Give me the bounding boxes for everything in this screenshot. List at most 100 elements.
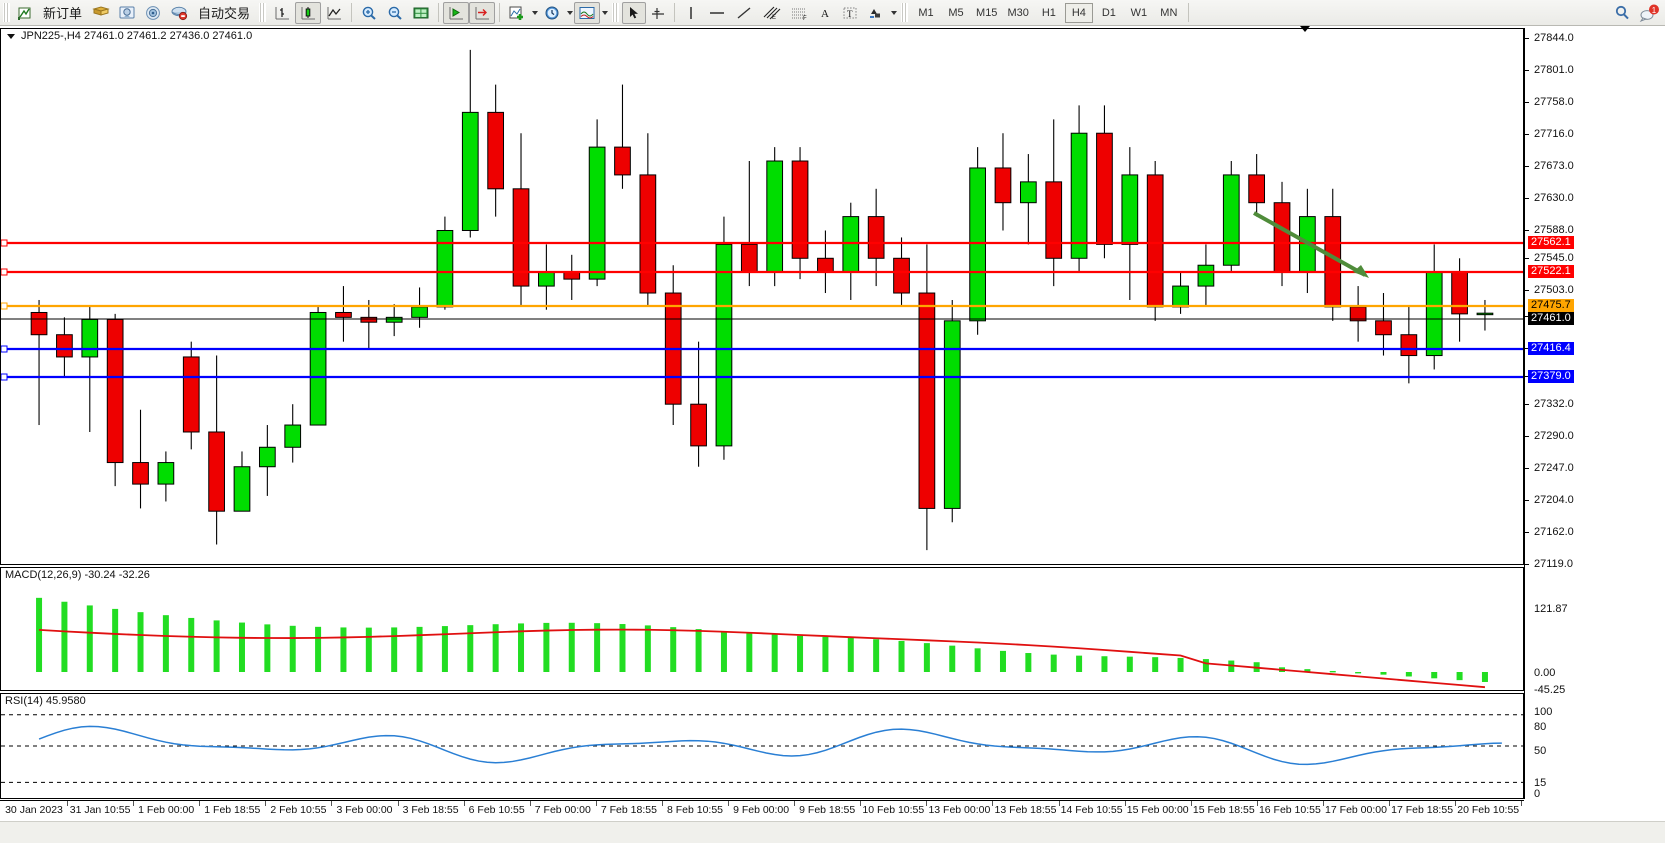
candle-body[interactable]: [1070, 132, 1088, 259]
candle-body[interactable]: [1248, 174, 1266, 204]
candle-body[interactable]: [1375, 320, 1392, 336]
autotrade-button[interactable]: 自动交易: [198, 6, 251, 21]
candle-body[interactable]: [664, 292, 682, 405]
candle-body[interactable]: [1045, 181, 1063, 259]
candle-body[interactable]: [614, 146, 631, 176]
timeframe-d1[interactable]: D1: [1101, 6, 1116, 19]
candle-body[interactable]: [1400, 334, 1418, 357]
candle-body[interactable]: [1425, 271, 1443, 357]
candle-body[interactable]: [182, 356, 200, 433]
price-level-chip-resistance-lower[interactable]: 27522.1: [1528, 265, 1574, 278]
autotrade-icon[interactable]: [166, 2, 192, 24]
candle-body[interactable]: [893, 257, 910, 294]
shift-start-icon[interactable]: [443, 1, 470, 24]
period-icon[interactable]: [539, 2, 565, 24]
toolbar-grip-3[interactable]: [612, 3, 620, 22]
price-level-chip-pivot-line[interactable]: 27475.7: [1528, 299, 1574, 312]
candle-body[interactable]: [461, 111, 479, 231]
candle-body[interactable]: [842, 216, 860, 273]
candle-body[interactable]: [385, 316, 403, 323]
price-pane[interactable]: JPN225-,H4 27461.0 27461.2 27436.0 27461…: [0, 28, 1524, 565]
candle-body[interactable]: [969, 167, 986, 322]
price-level-chip-resistance-upper[interactable]: 27562.1: [1528, 236, 1574, 249]
line-chart-icon[interactable]: [321, 2, 347, 24]
candle-body[interactable]: [1273, 202, 1291, 273]
candle-body[interactable]: [1096, 132, 1113, 245]
candle-body[interactable]: [791, 160, 809, 259]
candle-body[interactable]: [1172, 285, 1189, 308]
tile-windows-icon[interactable]: [408, 2, 434, 24]
price-axis[interactable]: 27844.0 27801.0 27758.0 27716.0 27673.0 27630…: [1524, 28, 1665, 800]
time-axis[interactable]: 30 Jan 2023 31 Jan 10:55 1 Feb 00:00 1 Feb …: [0, 800, 1524, 820]
candle-body[interactable]: [766, 160, 784, 273]
timeframe-m1[interactable]: M1: [918, 6, 934, 19]
equidistant-channel-icon[interactable]: E: [757, 2, 785, 24]
candle-body[interactable]: [1476, 312, 1494, 316]
candlestick-chart-icon[interactable]: [295, 1, 322, 24]
candle-body[interactable]: [132, 462, 149, 485]
candle-body[interactable]: [335, 311, 352, 318]
timeframe-m5[interactable]: M5: [948, 6, 964, 19]
new-order-icon[interactable]: [13, 2, 37, 24]
candle-body[interactable]: [411, 306, 428, 318]
signals-icon[interactable]: [140, 2, 166, 24]
candle-body[interactable]: [1146, 174, 1164, 308]
shift-end-icon[interactable]: [469, 1, 496, 24]
candle-body[interactable]: [1121, 174, 1139, 245]
toolbar-grip[interactable]: [3, 3, 10, 22]
search-icon[interactable]: [1609, 2, 1635, 24]
vline-icon[interactable]: [679, 2, 703, 24]
timeframe-w1[interactable]: W1: [1130, 6, 1148, 19]
candle-body[interactable]: [30, 311, 48, 336]
candle-body[interactable]: [563, 271, 581, 280]
candle-body[interactable]: [360, 316, 378, 323]
candle-body[interactable]: [1324, 216, 1342, 308]
period-dropdown-caret-icon[interactable]: [565, 10, 574, 15]
hline-icon[interactable]: [703, 2, 731, 24]
new-order-button[interactable]: 新订单: [43, 6, 83, 21]
candle-body[interactable]: [81, 318, 99, 358]
candle-body[interactable]: [867, 216, 885, 259]
fibonacci-icon[interactable]: F: [785, 2, 813, 24]
chart-scroll-marker-icon[interactable]: [1300, 26, 1310, 32]
chart-collapse-caret-icon[interactable]: [7, 34, 15, 39]
candle-body[interactable]: [943, 320, 961, 509]
candle-body[interactable]: [538, 271, 555, 287]
candle-body[interactable]: [715, 243, 733, 447]
bar-chart-icon[interactable]: [269, 2, 295, 24]
candle-body[interactable]: [918, 292, 936, 509]
toolbar-grip-4[interactable]: [901, 3, 909, 22]
candle-body[interactable]: [284, 424, 302, 448]
horizontal-scrollbar[interactable]: [0, 821, 1665, 843]
book-icon[interactable]: [88, 2, 114, 24]
candle-body[interactable]: [56, 334, 73, 358]
timeframe-mn[interactable]: MN: [1160, 6, 1178, 19]
candle-body[interactable]: [258, 446, 276, 468]
candle-body[interactable]: [1349, 306, 1367, 322]
rsi-pane[interactable]: RSI(14) 45.9580: [0, 693, 1524, 799]
candle-body[interactable]: [233, 466, 251, 512]
shapes-icon[interactable]: [863, 2, 889, 24]
templates-icon[interactable]: [574, 1, 601, 24]
text-icon[interactable]: A: [813, 2, 837, 24]
candle-body[interactable]: [1197, 264, 1215, 287]
candle-body[interactable]: [512, 188, 530, 287]
templates-dropdown-caret-icon[interactable]: [600, 10, 609, 15]
trendline-icon[interactable]: [731, 2, 757, 24]
timeframe-m15[interactable]: M15: [976, 6, 998, 19]
expert-advisor-icon[interactable]: [114, 2, 140, 24]
cursor-icon[interactable]: [622, 1, 647, 24]
candle-body[interactable]: [588, 146, 606, 280]
candle-body[interactable]: [994, 167, 1012, 204]
candle-body[interactable]: [157, 462, 175, 485]
candle-body[interactable]: [690, 403, 707, 447]
timeframe-h4[interactable]: H4: [1064, 2, 1093, 23]
candle-body[interactable]: [309, 311, 327, 426]
candle-body[interactable]: [436, 229, 454, 308]
candle-body[interactable]: [817, 257, 834, 273]
candle-body[interactable]: [740, 243, 758, 273]
candle-body[interactable]: [106, 318, 124, 464]
timeframe-h1[interactable]: H1: [1041, 6, 1056, 19]
price-level-chip-support-upper[interactable]: 27416.4: [1528, 342, 1574, 355]
label-icon[interactable]: T: [837, 2, 863, 24]
